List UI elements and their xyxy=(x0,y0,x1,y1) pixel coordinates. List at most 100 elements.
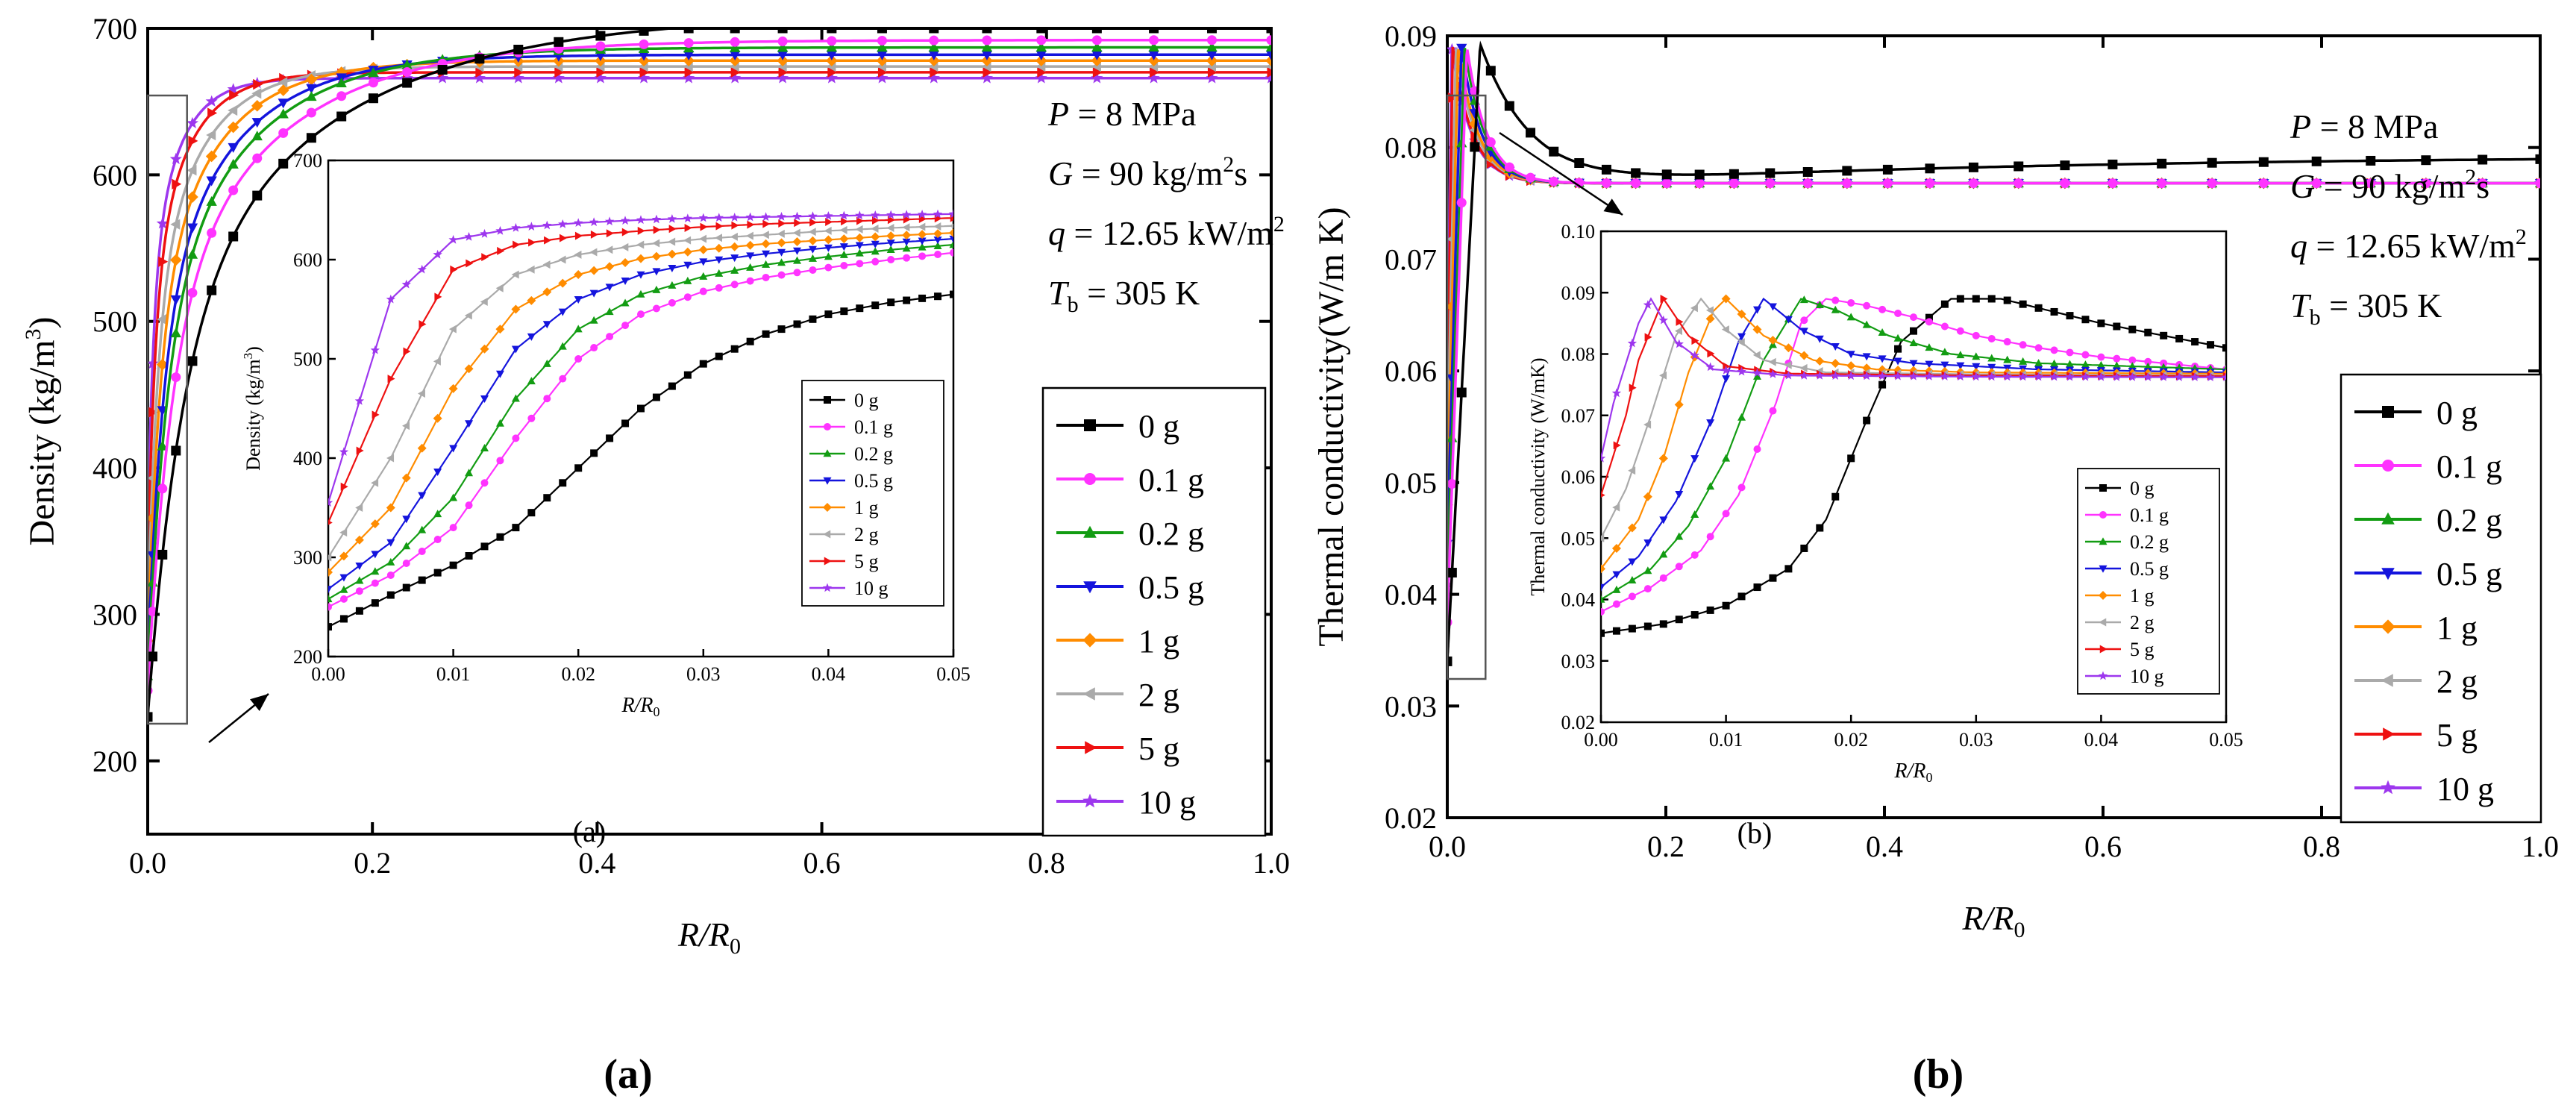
panel-b-inset-marker xyxy=(1894,310,1902,318)
panel-b-sublabel: (b) xyxy=(1737,816,1773,850)
panel-a-inset-marker xyxy=(386,571,395,579)
panel-a-marker xyxy=(514,66,524,78)
panel-a-inset-marker xyxy=(824,244,833,252)
panel-a-marker xyxy=(826,54,838,67)
panel-a-marker xyxy=(1266,35,1271,46)
panel-b-marker xyxy=(1549,146,1559,157)
panel-b-inset-marker xyxy=(1690,455,1699,463)
panel-a-marker xyxy=(981,54,993,67)
panel-a-inset-marker xyxy=(699,258,708,266)
panel-a-inset-marker xyxy=(464,311,472,320)
panel-a-inset-marker xyxy=(715,234,722,242)
panel-a-marker xyxy=(777,36,788,46)
panel-b-inset-marker xyxy=(2003,296,2011,304)
panel-a-inset-marker xyxy=(527,265,535,274)
panel-b-inset-marker xyxy=(1601,453,1606,463)
panel-a-marker xyxy=(730,37,740,47)
panel-a-inset-xtick-label: 0.02 xyxy=(561,663,595,685)
panel-a-inset-marker xyxy=(886,245,895,253)
panel-a-inset-marker xyxy=(840,261,848,269)
panel-b-inset-marker xyxy=(1643,420,1652,429)
panel-b-ytick-label: 0.09 xyxy=(1385,19,1437,53)
panel-a-inset-marker xyxy=(448,325,457,334)
panel-a-inset-marker xyxy=(918,230,927,239)
panel-a-inset-marker xyxy=(466,259,474,268)
panel-b-marker xyxy=(1661,178,1672,189)
panel-a-inset-marker xyxy=(328,595,333,603)
panel-b-inset-marker xyxy=(1878,355,1887,363)
panel-b-inset-marker xyxy=(1675,327,1682,336)
panel-b-inset-marker xyxy=(1893,371,1903,381)
panel-a-inset-marker xyxy=(621,257,630,267)
panel-a-marker xyxy=(251,118,263,128)
panel-a-inset-marker xyxy=(918,237,927,245)
panel-b-inset-marker xyxy=(2128,372,2137,381)
panel-b-inset-marker xyxy=(1629,383,1637,392)
panel-a-ytick-label: 600 xyxy=(93,158,137,192)
panel-b-inset-marker xyxy=(2097,353,2105,361)
panel-a-inset-marker xyxy=(747,220,755,229)
panel-b-inset-marker xyxy=(1784,343,1793,353)
panel-a-marker xyxy=(1148,50,1159,60)
panel-a-inset-legend-label: 2 g xyxy=(854,524,879,545)
panel-a-inset-marker xyxy=(497,246,505,255)
panel-b-inset-marker xyxy=(1784,316,1793,324)
panel-a-marker xyxy=(980,72,993,84)
panel-a-marker xyxy=(554,66,565,78)
panel-b-inset-marker xyxy=(1721,325,1729,334)
panel-a-inset-marker xyxy=(496,457,504,465)
panel-a-marker xyxy=(683,51,695,61)
panel-a-inset-xtick-label: 0.04 xyxy=(812,663,846,685)
panel-b-marker xyxy=(2207,178,2217,189)
panel-a-marker xyxy=(639,66,650,78)
panel-b-inset-legend-label: 1 g xyxy=(2130,585,2154,607)
panel-a-inset-marker xyxy=(433,357,441,366)
panel-a-inset-marker xyxy=(340,482,348,491)
panel-a-inset-marker xyxy=(824,252,833,260)
panel-a-inset-legend-label: 5 g xyxy=(854,551,879,572)
panel-a-ytick-label: 300 xyxy=(93,598,137,631)
panel-a-inset-ytick-label: 700 xyxy=(293,150,322,172)
panel-b-marker xyxy=(1456,198,1467,208)
panel-a-xtick-label: 0.2 xyxy=(354,846,391,880)
panel-a-marker xyxy=(1147,72,1160,84)
panel-b-xtick-label: 0.6 xyxy=(2084,830,2122,863)
panel-a-marker xyxy=(983,66,993,78)
panel-b-inset-marker xyxy=(1658,315,1668,325)
panel-a-marker xyxy=(1266,28,1271,34)
panel-a-inset-marker xyxy=(328,567,333,577)
panel-b-inset-marker xyxy=(1659,371,1667,380)
panel-a-inset-marker xyxy=(543,494,551,502)
panel-b-zoom-arrowhead xyxy=(1603,198,1623,215)
panel-a-marker xyxy=(157,483,168,494)
panel-a-marker xyxy=(1265,50,1271,60)
panel-a-marker xyxy=(777,72,789,84)
panel-b-marker xyxy=(2060,178,2070,189)
panel-b-inset-marker xyxy=(1925,360,1934,369)
panel-a-legend-marker xyxy=(1085,741,1097,754)
panel-a-inset-marker xyxy=(761,212,771,222)
panel-a-inset-marker xyxy=(449,524,457,532)
panel-a-marker xyxy=(1148,42,1159,52)
panel-b-inset-marker xyxy=(1690,351,1699,360)
panel-b-inset-marker xyxy=(1784,370,1793,380)
panel-a-marker xyxy=(777,50,789,60)
panel-b-inset-marker xyxy=(1707,349,1715,358)
panel-b-marker xyxy=(1504,101,1514,111)
panel-b-inset-series-0g xyxy=(1601,295,2226,637)
panel-a-inset-marker xyxy=(433,569,442,577)
panel-a-inset-marker xyxy=(886,231,896,241)
panel-a-xlabel: R/R0 xyxy=(677,915,741,959)
panel-b-inset-marker xyxy=(1846,351,1855,359)
panel-a-inset-marker xyxy=(933,237,942,245)
panel-a-inset-marker xyxy=(793,256,801,264)
panel-a-inset-marker xyxy=(652,239,660,248)
panel-a-inset-marker xyxy=(683,261,692,269)
panel-a-inset-marker xyxy=(668,298,676,307)
panel-a-inset-curves xyxy=(328,209,953,631)
panel-a-inset-marker xyxy=(339,585,348,593)
panel-a-marker xyxy=(1091,50,1103,60)
panel-b-marker xyxy=(1842,178,1852,189)
panel-a-curves xyxy=(148,28,1271,722)
panel-a-marker xyxy=(206,195,217,206)
